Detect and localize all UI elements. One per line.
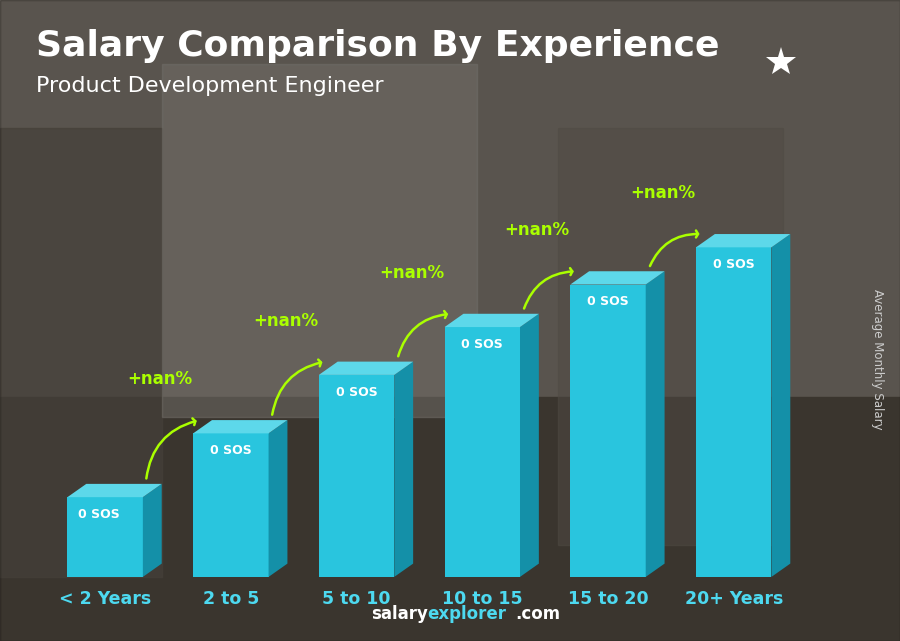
- Polygon shape: [268, 420, 287, 577]
- Text: +nan%: +nan%: [128, 370, 193, 388]
- Polygon shape: [319, 362, 413, 375]
- Bar: [696, 247, 771, 577]
- Bar: [0, 0, 900, 397]
- Text: 0 SOS: 0 SOS: [78, 508, 120, 521]
- Polygon shape: [696, 234, 790, 247]
- Text: Product Development Engineer: Product Development Engineer: [36, 76, 383, 96]
- Polygon shape: [68, 484, 162, 497]
- Polygon shape: [194, 420, 287, 433]
- Bar: [0, 128, 162, 577]
- Polygon shape: [445, 314, 539, 327]
- Text: explorer: explorer: [428, 605, 507, 623]
- Text: +nan%: +nan%: [253, 312, 319, 329]
- Text: 0 SOS: 0 SOS: [210, 444, 252, 457]
- Polygon shape: [571, 271, 664, 285]
- Polygon shape: [394, 362, 413, 577]
- Text: 0 SOS: 0 SOS: [462, 338, 503, 351]
- Text: Salary Comparison By Experience: Salary Comparison By Experience: [36, 29, 719, 63]
- Bar: [68, 497, 143, 577]
- Bar: [558, 128, 783, 545]
- Text: +nan%: +nan%: [379, 264, 444, 282]
- Bar: [445, 327, 520, 577]
- Text: 0 SOS: 0 SOS: [336, 386, 377, 399]
- Text: 0 SOS: 0 SOS: [587, 296, 629, 308]
- Text: Average Monthly Salary: Average Monthly Salary: [871, 288, 884, 429]
- Text: 0 SOS: 0 SOS: [713, 258, 754, 271]
- Bar: [0, 397, 900, 641]
- Polygon shape: [520, 314, 539, 577]
- Bar: [194, 433, 268, 577]
- Bar: [571, 285, 645, 577]
- Bar: [162, 64, 477, 417]
- Text: +nan%: +nan%: [630, 184, 696, 202]
- Text: .com: .com: [515, 605, 560, 623]
- Polygon shape: [645, 271, 664, 577]
- Bar: [319, 375, 394, 577]
- Polygon shape: [771, 234, 790, 577]
- Text: +nan%: +nan%: [505, 221, 570, 239]
- Polygon shape: [143, 484, 162, 577]
- Text: salary: salary: [371, 605, 427, 623]
